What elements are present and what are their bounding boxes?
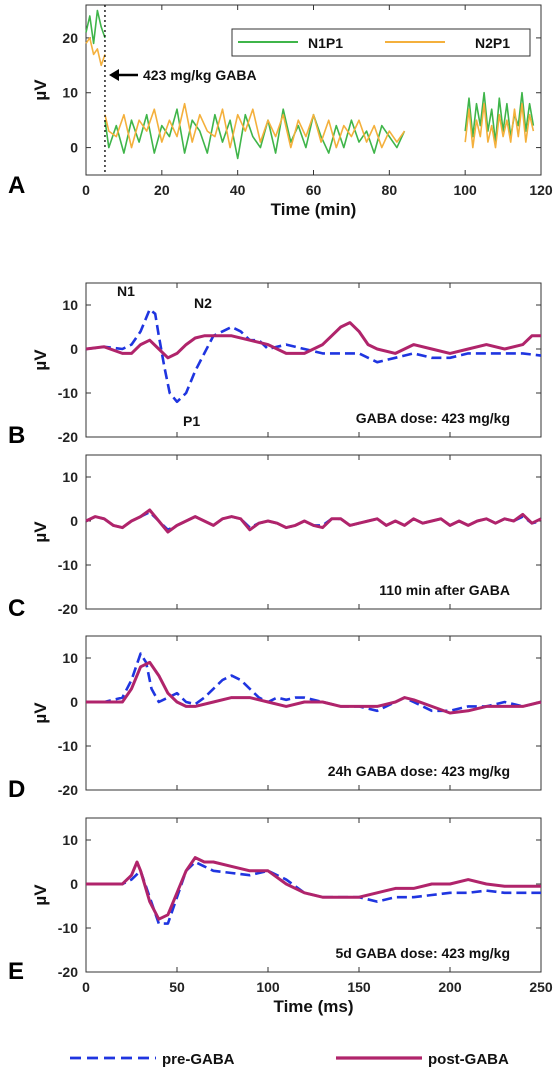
series-pre-gaba-line (86, 860, 541, 925)
x-axis-label: Time (min) (271, 200, 357, 219)
peak-label-n2: N2 (194, 295, 212, 311)
panel-C: 10 0 -10 -20 µV C 110 min after GABA (8, 454, 542, 622)
y-tick-label: 0 (70, 513, 78, 529)
y-tick-label: -10 (58, 920, 78, 936)
panel-annotation: 110 min after GABA (379, 582, 510, 598)
series-n1p1-line (464, 91, 535, 143)
series-n2p1-line (85, 37, 106, 67)
panel-annotation: GABA dose: 423 mg/kg (356, 410, 510, 426)
series-n1p1-line (85, 9, 106, 45)
x-axis-label: Time (ms) (274, 997, 354, 1016)
legend-bottom: pre-GABA post-GABA (70, 1051, 509, 1068)
y-tick-label: 0 (70, 140, 78, 156)
panel-B: 10 0 -10 -20 µV B GABA dose: 423 mg/kg N1 N2 P1 (8, 282, 542, 449)
legend-label-n2p1: N2P1 (475, 35, 510, 51)
y-tick-label: 0 (70, 341, 78, 357)
y-axis-label: µV (31, 702, 50, 724)
y-axis-label: µV (31, 349, 50, 371)
series-n2p1-line (464, 102, 535, 149)
series-post-gaba-line (85, 321, 541, 360)
panel-annotation: 24h GABA dose: 423 mg/kg (328, 763, 510, 779)
y-tick-label: 10 (62, 85, 78, 101)
x-tick-label: 50 (169, 979, 185, 995)
legend-label-n1p1: N1P1 (308, 35, 343, 51)
legend-label-pre-gaba: pre-GABA (162, 1051, 235, 1068)
series-n2p1-line (104, 102, 406, 149)
panel-A: 0 10 20 0 20 40 60 80 100 120 µV Time (min) A 423 mg/… (8, 4, 553, 219)
y-tick-label: -10 (58, 738, 78, 754)
plot-frame (85, 282, 542, 438)
panel-letter-b: B (8, 422, 25, 449)
plot-frame (85, 635, 542, 791)
panel-letter-a: A (8, 172, 25, 199)
series-post-gaba-line (86, 660, 542, 715)
x-tick-label: 0 (82, 182, 90, 198)
plot-frame (85, 817, 542, 973)
x-tick-label: 80 (382, 182, 398, 198)
y-tick-label: -10 (58, 385, 78, 401)
y-tick-label: -20 (58, 964, 78, 980)
x-tick-label: 40 (230, 182, 246, 198)
y-tick-label: -20 (58, 429, 78, 445)
x-tick-label: 100 (256, 979, 280, 995)
series-n1p1-line (104, 108, 406, 160)
series-pre-gaba-line (86, 652, 542, 713)
y-tick-label: 0 (70, 694, 78, 710)
y-tick-label: 10 (62, 469, 78, 485)
panel-letter-c: C (8, 595, 25, 622)
y-tick-label: -10 (58, 557, 78, 573)
legend-a: N1P1 N2P1 (231, 28, 531, 57)
x-tick-label: 150 (347, 979, 371, 995)
plot-frame (85, 454, 542, 610)
legend-label-post-gaba: post-GABA (428, 1051, 509, 1068)
panel-letter-d: D (8, 776, 25, 803)
series-post-gaba-line (85, 508, 542, 534)
y-tick-label: 0 (70, 876, 78, 892)
y-tick-label: 20 (62, 30, 78, 46)
series-pre-gaba-line (85, 308, 542, 404)
y-tick-label: -20 (58, 601, 78, 617)
y-axis-label: µV (31, 79, 50, 101)
peak-label-p1: P1 (183, 413, 200, 429)
panel-annotation: 5d GABA dose: 423 mg/kg (335, 945, 510, 961)
x-tick-label: 100 (453, 182, 477, 198)
x-tick-label: 20 (154, 182, 170, 198)
y-tick-label: -20 (58, 782, 78, 798)
arrowhead-icon (109, 69, 119, 81)
series-post-gaba-line (86, 856, 541, 921)
x-tick-label: 120 (529, 182, 553, 198)
y-tick-label: 10 (62, 297, 78, 313)
panel-D: 10 0 -10 -20 µV D 24h GABA dose: 423 mg/kg (8, 635, 542, 803)
x-tick-label: 250 (529, 979, 553, 995)
y-tick-label: 10 (62, 650, 78, 666)
injection-annotation: 423 mg/kg GABA (143, 67, 257, 83)
y-tick-label: 10 (62, 832, 78, 848)
peak-label-n1: N1 (117, 283, 135, 299)
panel-letter-e: E (8, 958, 24, 985)
y-axis-label: µV (31, 884, 50, 906)
x-tick-label: 60 (306, 182, 322, 198)
x-tick-label: 200 (438, 979, 462, 995)
y-axis-label: µV (31, 521, 50, 543)
x-tick-label: 0 (82, 979, 90, 995)
